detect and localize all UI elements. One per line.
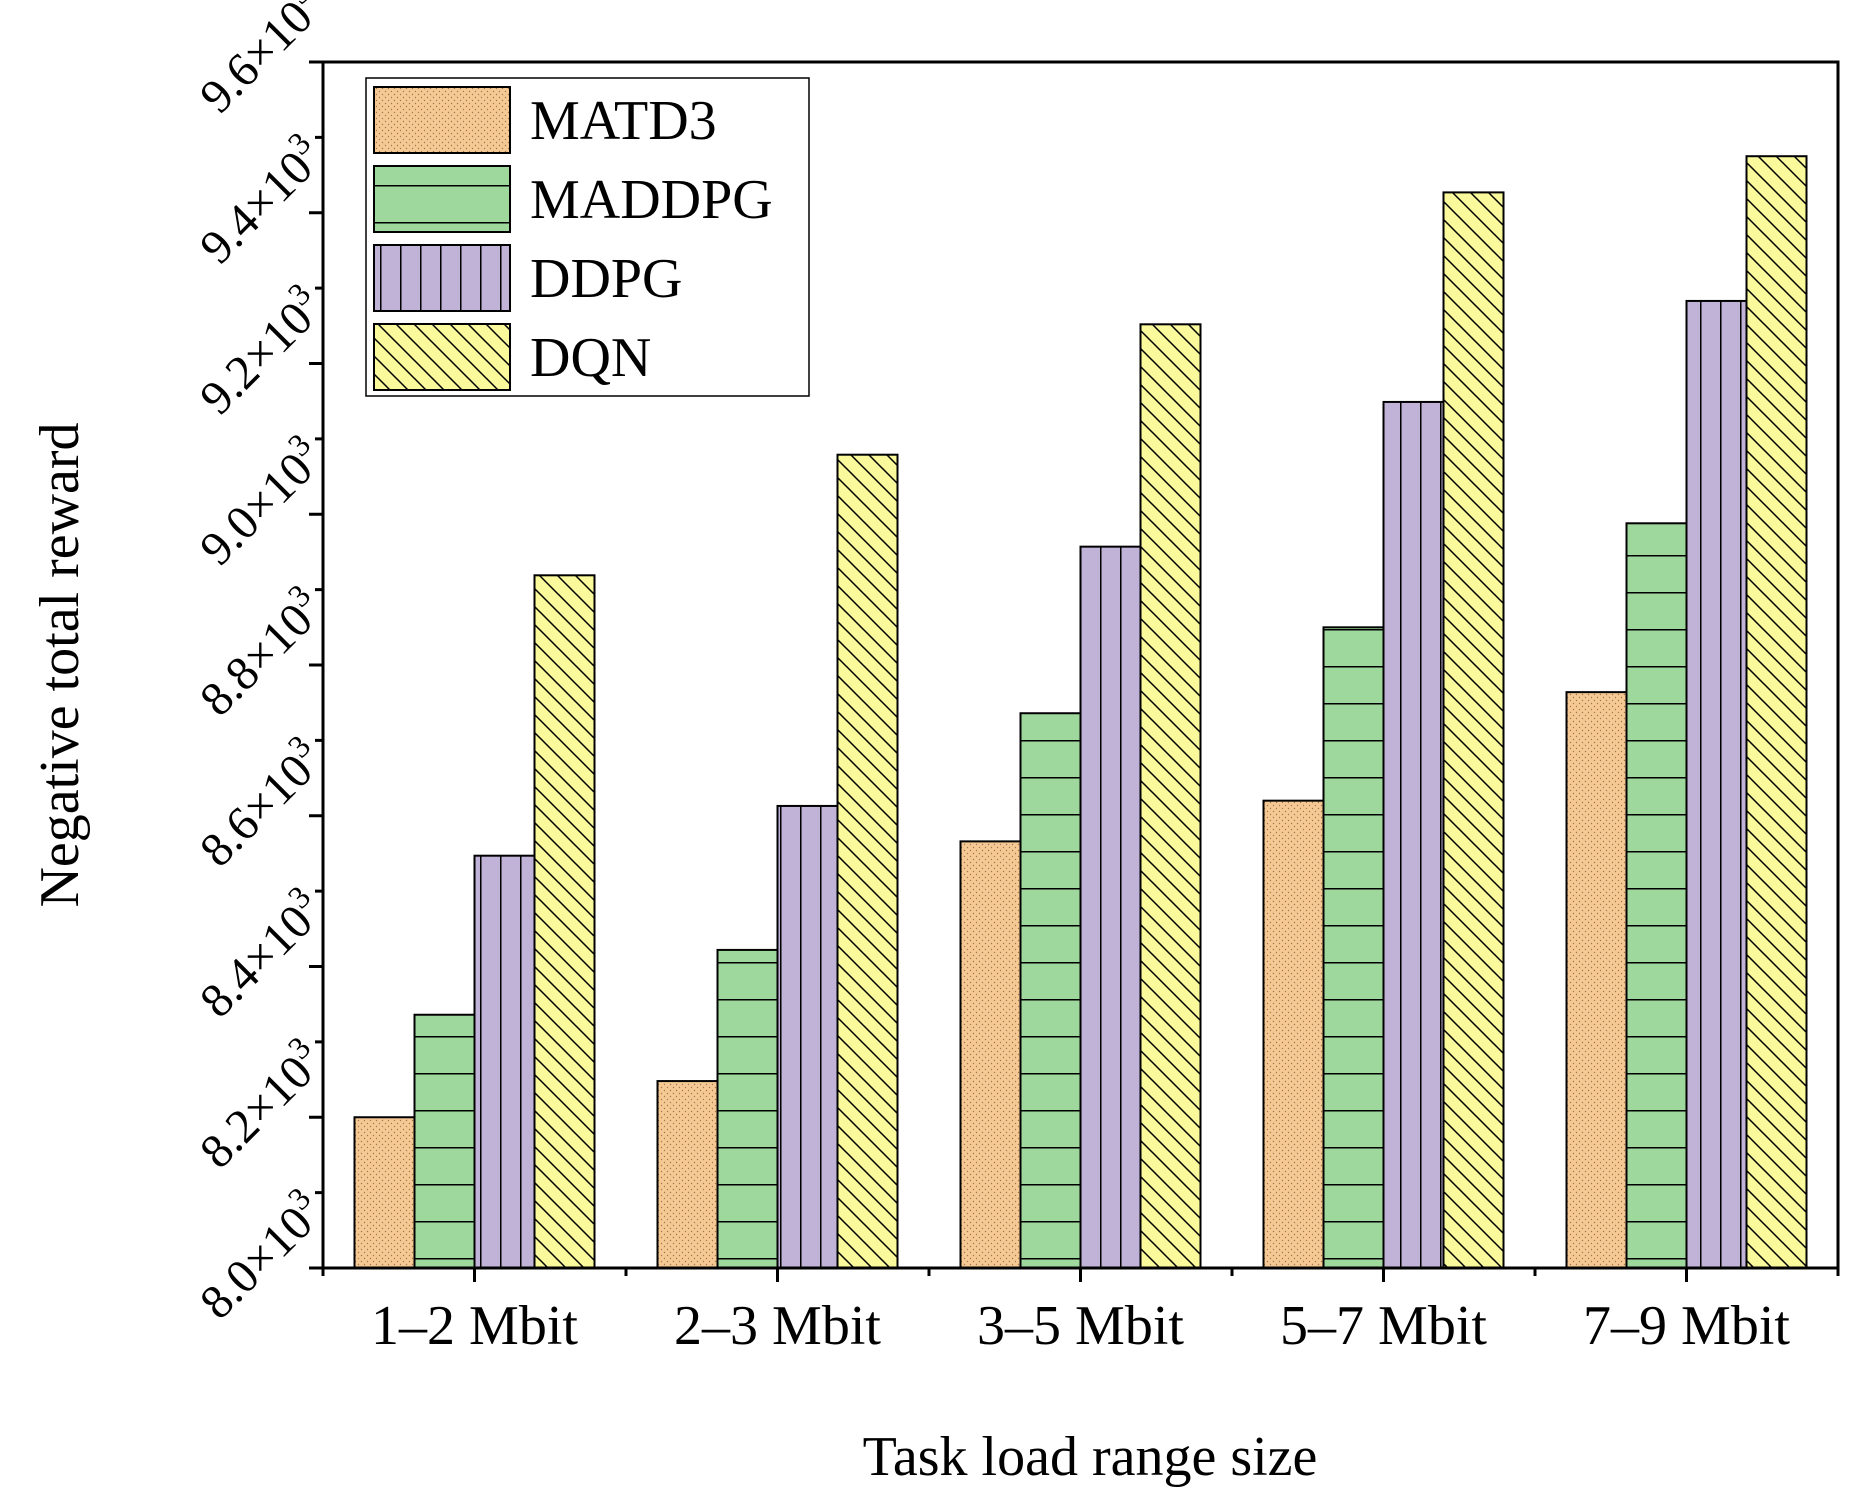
bar-maddpg-1 — [413, 1013, 476, 1269]
x-tick-label: 7–9 Mbit — [1583, 1295, 1790, 1357]
y-tick-label: 9.4×103 — [185, 125, 334, 274]
legend-item-matd3: MATD3 — [373, 86, 717, 154]
y-tick-label: 8.2×103 — [185, 1029, 334, 1178]
legend-label: MADDPG — [530, 169, 773, 231]
x-tick-label: 1–2 Mbit — [371, 1295, 578, 1357]
x-tick-label: 3–5 Mbit — [977, 1295, 1184, 1357]
bar-matd3-3 — [959, 840, 1022, 1269]
bar-maddpg-2 — [716, 948, 779, 1269]
bar-matd3-1 — [353, 1116, 416, 1269]
bar-ddpg-3 — [1079, 545, 1142, 1269]
bar-dqn-5 — [1745, 155, 1808, 1269]
legend-item-ddpg: DDPG — [373, 244, 682, 312]
x-tick-label: 5–7 Mbit — [1280, 1295, 1487, 1357]
bar-dqn-3 — [1139, 323, 1202, 1269]
bar-matd3-5 — [1565, 691, 1628, 1269]
legend-item-dqn: DQN — [373, 323, 651, 391]
y-axis-label: Negative total reward — [29, 422, 91, 907]
y-tick-label: 8.6×103 — [185, 728, 334, 877]
y-tick-label: 9.0×103 — [185, 426, 334, 575]
bar-dqn-4 — [1442, 191, 1505, 1269]
bar-maddpg-4 — [1322, 626, 1385, 1269]
legend-label: DDPG — [530, 248, 682, 310]
legend-label: MATD3 — [530, 90, 717, 152]
legend: MATD3 MADDPG DDPG DQN — [365, 77, 810, 397]
legend-item-maddpg: MADDPG — [373, 165, 773, 233]
bar-maddpg-5 — [1625, 522, 1688, 1269]
bar-ddpg-2 — [776, 804, 839, 1269]
bar-dqn-1 — [533, 574, 596, 1269]
bar-ddpg-5 — [1685, 299, 1748, 1270]
bars-layer — [353, 155, 1808, 1270]
y-tick-label: 8.4×103 — [185, 878, 334, 1027]
y-tick-label: 8.0×103 — [185, 1180, 334, 1329]
bar-matd3-4 — [1262, 799, 1325, 1269]
bar-maddpg-3 — [1019, 712, 1082, 1269]
y-tick-label: 8.8×103 — [185, 577, 334, 726]
x-tick-label: 2–3 Mbit — [674, 1295, 881, 1357]
y-tick-label: 9.2×103 — [185, 275, 334, 424]
bar-ddpg-1 — [473, 854, 536, 1269]
x-axis-label: Task load range size — [863, 1426, 1318, 1488]
bar-ddpg-4 — [1382, 400, 1445, 1270]
bar-dqn-2 — [836, 453, 899, 1269]
bar-matd3-2 — [656, 1080, 719, 1269]
legend-label: DQN — [530, 327, 651, 389]
